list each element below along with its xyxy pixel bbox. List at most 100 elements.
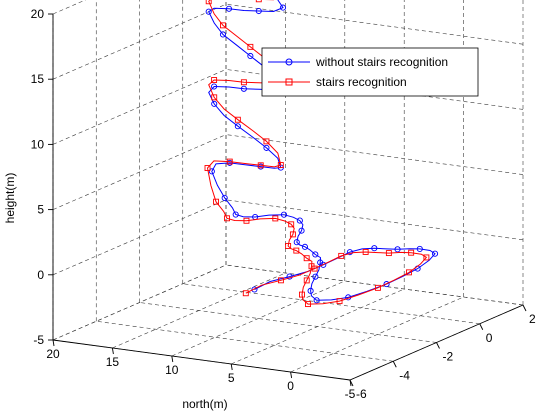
data-point [317,259,324,266]
data-point [240,85,247,92]
grid-line [52,3,227,80]
legend: without stairs recognition stairs recogn… [261,47,479,97]
legend-marker-circle [285,58,293,66]
z-tick-label: 20 [31,7,45,21]
grid-line [290,296,464,373]
data-point [219,31,227,38]
data-point [371,245,378,252]
data-point [312,251,319,258]
data-point [234,116,241,123]
x-tick [436,342,440,349]
legend-label-without-stairs: without stairs recognition [315,55,448,69]
x-tick-label: -6 [356,387,367,401]
data-point [312,273,319,280]
grid-line [225,199,524,241]
y-tick [52,339,55,347]
data-point [362,249,369,255]
data-point [257,162,264,169]
data-point [307,287,314,294]
data-point [225,5,233,12]
z-tick-label: 15 [31,72,45,86]
data-point [346,249,353,256]
grid-line [225,134,524,175]
data-point [285,243,292,249]
data-point [272,215,279,222]
data-series [204,0,439,308]
y-tick-label: 0 [287,379,294,393]
data-point [280,211,288,218]
data-point [374,284,381,291]
legend-label-stairs: stairs recognition [316,75,407,89]
y-axis-line [52,339,351,381]
y-tick-label: -5 [345,387,356,401]
data-point [255,7,262,15]
data-point [263,138,270,145]
data-point [204,165,211,171]
series-line [206,0,428,305]
y-tick [349,379,352,387]
grid-line [96,320,394,362]
x-tick-label: -4 [399,368,410,382]
data-point [313,297,320,304]
data-point [383,281,390,288]
data-point [211,77,218,83]
data-point [226,158,233,165]
y-tick [290,371,293,379]
z-tick-label: 10 [31,137,45,151]
data-point [232,211,239,218]
y-tick [230,363,233,371]
x-tick [522,304,527,312]
data-point [385,250,392,257]
z-tick-label: 5 [37,203,44,217]
data-point [338,252,345,259]
data-point [247,52,254,60]
x-tick-label: 0 [486,331,493,345]
data-point [308,263,315,270]
data-point [431,250,439,257]
data-point [296,217,303,224]
data-point [211,83,218,90]
grid-line [225,3,524,45]
series-without-stairs-recognition [205,0,439,304]
data-point [286,273,293,280]
data-point [293,239,300,246]
y-tick-label: 15 [106,355,120,369]
data-point [277,162,284,168]
data-point [251,286,258,293]
data-point [406,269,412,276]
data-point [416,245,423,252]
data-point [303,277,310,284]
x-tick [479,323,484,330]
data-point [301,243,309,250]
data-point [288,221,295,228]
grid-line [52,0,87,15]
series-line [208,0,436,301]
data-point [298,227,305,234]
data-point [243,217,250,224]
data-point [279,4,287,11]
grid-line [112,272,286,349]
data-point [211,100,218,107]
grid-line [225,264,524,306]
grid-line [139,302,437,343]
data-point [299,291,305,298]
data-point [213,198,219,205]
y-tick [111,347,114,355]
data-point [208,168,215,175]
y-tick-label: 5 [228,371,235,385]
data-point [242,290,249,297]
y-tick [171,355,174,363]
data-point [221,194,228,201]
legend-marker-square [285,78,293,86]
z-tick-label: -5 [33,333,44,347]
grid-line [171,280,345,357]
x-tick-label: 2 [529,312,536,326]
data-point [277,277,284,284]
data-point [423,254,430,261]
y-tick-label: 20 [46,347,60,361]
data-point [234,123,241,130]
x-tick-label: -2 [443,350,454,364]
data-point [240,79,247,86]
